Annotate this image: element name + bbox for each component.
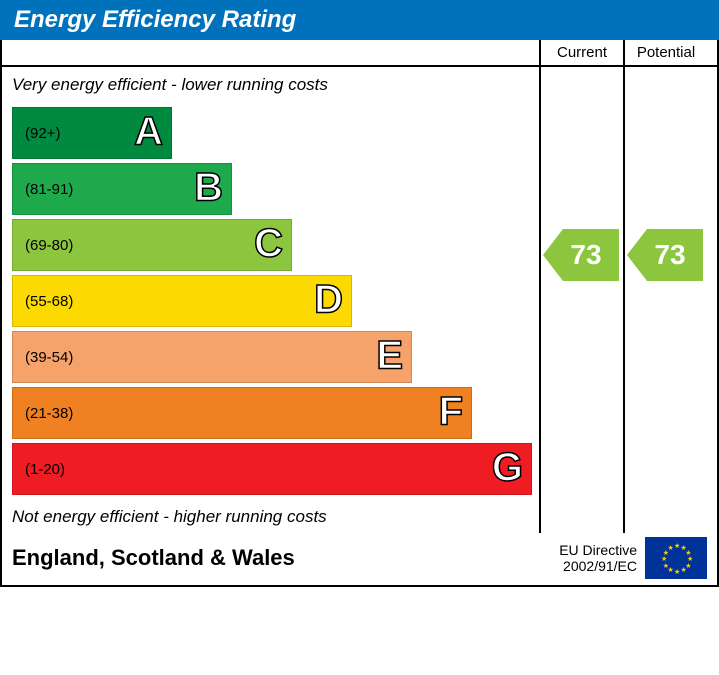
chart-area: Current Potential Very energy efficient …	[0, 40, 719, 587]
band-e: (39-54) E	[12, 331, 412, 383]
epc-chart: Energy Efficiency Rating Current Potenti…	[0, 0, 719, 587]
band-letter-e: E	[376, 334, 403, 379]
title-bar: Energy Efficiency Rating	[0, 0, 719, 40]
current-column: 73	[539, 67, 623, 533]
band-range-b: (81-91)	[13, 181, 73, 198]
band-range-g: (1-20)	[13, 461, 65, 478]
header-spacer	[2, 40, 539, 65]
band-letter-g: G	[492, 446, 523, 491]
bars-column: Very energy efficient - lower running co…	[2, 67, 539, 533]
bands-container: (92+) A (81-91) B (69-80) C (55-68) D (39-54) E (2…	[2, 107, 539, 495]
caption-bottom: Not energy efficient - higher running co…	[2, 499, 539, 529]
header-current: Current	[539, 40, 623, 65]
band-d: (55-68) D	[12, 275, 352, 327]
band-letter-b: B	[194, 166, 223, 211]
band-c: (69-80) C	[12, 219, 292, 271]
band-range-e: (39-54)	[13, 349, 73, 366]
eu-star: ★	[668, 544, 674, 552]
header-potential: Potential	[623, 40, 707, 65]
potential-value: 73	[644, 239, 685, 271]
eu-flag-icon: ★★★★★★★★★★★★	[645, 537, 707, 579]
title-text: Energy Efficiency Rating	[14, 6, 296, 33]
directive-text: EU Directive 2002/91/EC	[559, 542, 645, 574]
eu-star: ★	[681, 566, 687, 574]
band-letter-c: C	[254, 222, 283, 267]
band-range-d: (55-68)	[13, 293, 73, 310]
band-b: (81-91) B	[12, 163, 232, 215]
band-letter-d: D	[314, 278, 343, 323]
band-range-f: (21-38)	[13, 405, 73, 422]
eu-star: ★	[674, 542, 680, 550]
band-range-a: (92+)	[13, 125, 60, 142]
potential-column: 73	[623, 67, 707, 533]
footer-row: England, Scotland & Wales EU Directive 2…	[2, 533, 717, 585]
band-letter-a: A	[134, 110, 163, 155]
eu-star: ★	[674, 568, 680, 576]
region-text: England, Scotland & Wales	[12, 545, 559, 571]
body-row: Very energy efficient - lower running co…	[2, 67, 717, 533]
band-letter-f: F	[439, 390, 463, 435]
directive-line1: EU Directive	[559, 542, 637, 558]
potential-pointer: 73	[627, 229, 703, 281]
band-f: (21-38) F	[12, 387, 472, 439]
directive-line2: 2002/91/EC	[563, 558, 637, 574]
band-g: (1-20) G	[12, 443, 532, 495]
current-value: 73	[560, 239, 601, 271]
band-a: (92+) A	[12, 107, 172, 159]
band-range-c: (69-80)	[13, 237, 73, 254]
caption-top: Very energy efficient - lower running co…	[2, 73, 539, 103]
header-row: Current Potential	[2, 40, 717, 67]
current-pointer: 73	[543, 229, 619, 281]
